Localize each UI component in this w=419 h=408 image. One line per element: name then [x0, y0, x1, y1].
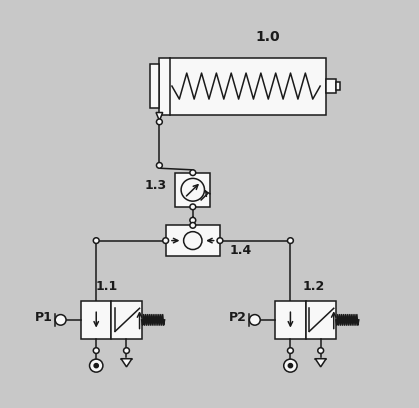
- Circle shape: [284, 359, 297, 372]
- Circle shape: [190, 204, 196, 210]
- Bar: [166, 225, 220, 256]
- Circle shape: [93, 238, 99, 244]
- Circle shape: [217, 238, 223, 244]
- Text: 1.0: 1.0: [256, 30, 280, 44]
- Text: 1.1: 1.1: [96, 280, 118, 293]
- Bar: [175, 173, 210, 207]
- Polygon shape: [121, 359, 132, 367]
- Circle shape: [156, 119, 162, 125]
- Text: P1: P1: [34, 311, 52, 324]
- Circle shape: [190, 217, 196, 223]
- Circle shape: [249, 315, 260, 325]
- Bar: [305, 301, 336, 339]
- Circle shape: [181, 178, 204, 201]
- Circle shape: [124, 348, 129, 353]
- Polygon shape: [156, 113, 163, 121]
- Bar: [326, 79, 336, 93]
- Bar: [81, 301, 111, 339]
- Circle shape: [288, 364, 292, 368]
- Circle shape: [190, 170, 196, 175]
- Circle shape: [93, 348, 99, 353]
- Circle shape: [163, 238, 168, 244]
- Circle shape: [287, 348, 293, 353]
- Circle shape: [55, 315, 66, 325]
- Circle shape: [184, 232, 202, 250]
- Circle shape: [94, 364, 98, 368]
- Circle shape: [287, 238, 293, 244]
- Text: 1.2: 1.2: [303, 280, 325, 293]
- Circle shape: [90, 359, 103, 372]
- Text: 1.3: 1.3: [144, 179, 166, 192]
- Bar: [111, 301, 142, 339]
- Polygon shape: [315, 359, 326, 367]
- Bar: [336, 82, 340, 90]
- Text: 1.4: 1.4: [230, 244, 252, 257]
- Bar: [159, 58, 326, 115]
- Bar: [150, 64, 159, 109]
- Text: P2: P2: [229, 311, 247, 324]
- Bar: [275, 301, 305, 339]
- Circle shape: [318, 348, 323, 353]
- Circle shape: [190, 222, 196, 228]
- Circle shape: [156, 162, 162, 168]
